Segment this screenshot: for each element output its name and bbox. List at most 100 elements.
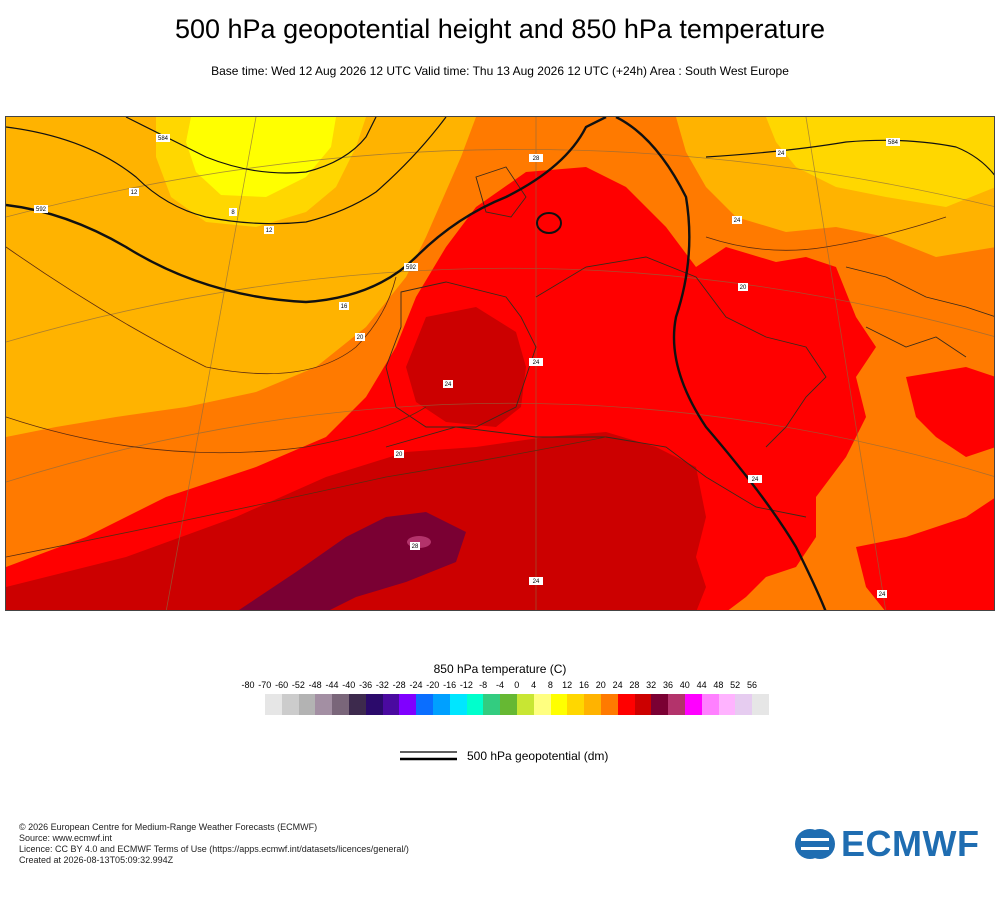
svg-text:592: 592 <box>406 265 417 271</box>
colorbar-tick-label: 24 <box>612 680 623 690</box>
contour-label-group: 584 592 12 8 12 16 20 24 28 24 20 592 58… <box>34 134 900 598</box>
colorbar-swatch <box>315 694 333 715</box>
source-text: Source: www.ecmwf.int <box>19 833 113 843</box>
colorbar-swatch <box>500 694 517 715</box>
svg-text:8: 8 <box>231 210 235 216</box>
colorbar-swatch <box>281 694 299 715</box>
colorbar-tick-label: 20 <box>595 680 606 690</box>
legend-line-icon <box>400 751 457 761</box>
colorbar-tick-label: 40 <box>679 680 690 690</box>
svg-text:24: 24 <box>533 360 540 366</box>
contour-592 <box>6 117 827 610</box>
colorbar-swatch <box>735 694 753 715</box>
temp-band-28-iberia <box>406 307 526 427</box>
isotherms <box>6 216 947 558</box>
temp-band-28-africa <box>6 432 706 610</box>
colorbar-swatch <box>533 694 551 715</box>
contour-584 <box>6 117 447 225</box>
colorbar-swatch <box>348 694 366 715</box>
svg-text:584: 584 <box>158 136 169 142</box>
colorbar-swatch <box>668 694 685 715</box>
colorbar-tick-label: 4 <box>531 680 537 690</box>
colorbar-tick-label: 16 <box>578 680 589 690</box>
colorbar-tick-label: -60 <box>275 680 289 690</box>
svg-text:20: 20 <box>396 452 403 458</box>
colorbar-tick-label: -48 <box>308 680 322 690</box>
svg-text:24: 24 <box>445 382 452 388</box>
svg-text:12: 12 <box>131 190 138 196</box>
colorbar-tick-label: 32 <box>646 680 657 690</box>
colorbar-swatch <box>584 694 601 715</box>
contour-label: 24 <box>529 358 543 366</box>
ecmwf-logo-icon <box>795 829 835 859</box>
svg-text:20: 20 <box>740 285 747 291</box>
contour-label: 12 <box>129 188 139 196</box>
contour-label: 592 <box>34 205 48 213</box>
svg-text:584: 584 <box>888 140 899 146</box>
temp-band-32-sahara <box>239 512 466 610</box>
colorbar-swatch <box>466 694 484 715</box>
colorbar-swatch <box>332 694 349 715</box>
colorbar-swatch <box>634 694 652 715</box>
colorbar-tick-label: -40 <box>342 680 356 690</box>
legend-label: 500 hPa geopotential (dm) <box>467 749 609 763</box>
weather-map[interactable]: 584 592 12 8 12 16 20 24 28 24 20 592 58… <box>5 116 995 611</box>
svg-text:24: 24 <box>533 579 540 585</box>
colorbar-swatch <box>617 694 635 715</box>
colorbar-swatch <box>382 694 400 715</box>
svg-text:592: 592 <box>36 207 47 213</box>
contour-closed-low <box>536 212 562 234</box>
contour-label: 16 <box>339 302 349 310</box>
colorbar-swatch <box>701 694 719 715</box>
svg-text:20: 20 <box>357 335 364 341</box>
contour-label: 592 <box>404 263 418 271</box>
colorbar-swatch <box>516 694 534 715</box>
temp-band-24-east <box>906 367 994 457</box>
colorbar-swatch <box>449 694 467 715</box>
contour-584-ne <box>705 139 994 176</box>
temp-band-8-nw <box>186 117 336 197</box>
map-canvas: 584 592 12 8 12 16 20 24 28 24 20 592 58… <box>6 117 994 610</box>
svg-text:16: 16 <box>341 304 348 310</box>
colorbar-tick-label: -16 <box>443 680 457 690</box>
svg-text:28: 28 <box>533 156 540 162</box>
colorbar-tick-label: -36 <box>359 680 373 690</box>
svg-text:24: 24 <box>879 592 886 598</box>
contour-label: 20 <box>394 450 404 458</box>
colorbar-swatch <box>483 694 501 715</box>
colorbar-tick-label: 8 <box>547 680 553 690</box>
contour-label: 24 <box>443 380 453 388</box>
colorbar-swatch <box>567 694 585 715</box>
colorbar <box>265 694 769 715</box>
colorbar-tick-label: 56 <box>746 680 757 690</box>
colorbar-swatch <box>600 694 618 715</box>
contour-label: 584 <box>156 134 170 142</box>
colorbar-tick-labels: -80 -70 -60 -52 -48 -44 -40 -36 -32 -28 -24 -20 -16-… <box>0 680 1000 694</box>
footer: © 2026 European Centre for Medium-Range … <box>19 822 409 866</box>
colorbar-swatch <box>752 694 769 715</box>
colorbar-tick-label: 28 <box>629 680 640 690</box>
colorbar-tick-label: -44 <box>325 680 339 690</box>
colorbar-swatch <box>399 694 417 715</box>
contour-label: 28 <box>529 154 543 162</box>
contour-label: 24 <box>529 577 543 585</box>
contour-label: 12 <box>264 226 274 234</box>
colorbar-tick-label: -70 <box>258 680 272 690</box>
colorbar-tick-label: 0 <box>514 680 520 690</box>
colorbar-swatch <box>265 694 282 715</box>
colorbar-tick-label: -8 <box>479 680 488 690</box>
contour-label: 8 <box>229 208 237 216</box>
colorbar-swatch <box>718 694 736 715</box>
colorbar-swatch <box>684 694 702 715</box>
colorbar-tick-label: 48 <box>713 680 724 690</box>
colorbar-tick-label: -20 <box>426 680 440 690</box>
colorbar-tick-label: -28 <box>392 680 406 690</box>
svg-text:12: 12 <box>266 228 273 234</box>
ecmwf-logo: ECMWF <box>793 824 979 864</box>
temp-band-24-se <box>856 498 994 610</box>
created-text: Created at 2026-08-13T05:09:32.994Z <box>19 855 174 865</box>
contour-label: 20 <box>355 333 365 341</box>
colorbar-swatch <box>550 694 568 715</box>
contour-label: 24 <box>748 475 762 483</box>
svg-text:28: 28 <box>412 544 419 550</box>
